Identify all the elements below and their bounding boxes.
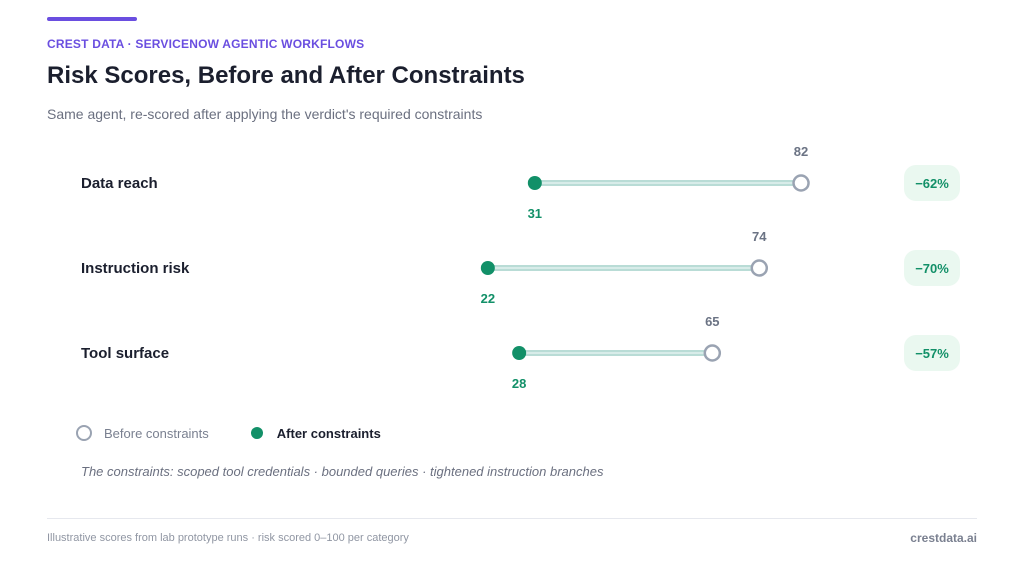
accent-bar	[47, 17, 137, 21]
before-value-label: 65	[705, 314, 719, 329]
after-value-label: 31	[528, 206, 542, 221]
legend-label-before: Before constraints	[104, 425, 209, 441]
page-title: Risk Scores, Before and After Constraint…	[47, 62, 525, 89]
change-label: −70%	[915, 261, 949, 276]
change-badge	[904, 165, 960, 201]
legend: Before constraints After constraints	[76, 425, 423, 441]
dumbbell-chart: Data reach 82 31 −62% Instruction risk 74 22 −7…	[81, 144, 960, 391]
eyebrow: CREST DATA · SERVICENOW AGENTIC WORKFLOW…	[47, 37, 365, 51]
after-point	[512, 346, 527, 360]
before-value-label: 74	[752, 229, 767, 244]
legend-marker-after	[250, 427, 263, 439]
legend-marker-before	[76, 425, 92, 441]
change-label: −62%	[915, 176, 949, 191]
change-badge	[904, 250, 960, 286]
before-value-label: 82	[794, 144, 808, 159]
before-point	[792, 174, 810, 192]
constraints-note: The constraints: scoped tool credentials…	[81, 464, 604, 479]
after-point	[527, 176, 542, 190]
legend-item-before: Before constraints	[76, 425, 209, 441]
after-value-label: 22	[481, 291, 495, 306]
before-point	[703, 344, 722, 362]
legend-item-after: After constraints	[250, 425, 381, 441]
category-label: Data reach	[81, 175, 158, 192]
after-value-label: 28	[512, 376, 526, 391]
after-point	[480, 261, 495, 275]
category-label: Instruction risk	[81, 260, 190, 277]
subtitle: Same agent, re-scored after applying the…	[47, 106, 483, 122]
category-label: Tool surface	[81, 345, 169, 362]
footer-brand: crestdata.ai	[910, 531, 977, 545]
change-label: −57%	[915, 346, 949, 361]
footer-note: Illustrative scores from lab prototype r…	[47, 532, 409, 544]
change-badge	[904, 335, 960, 371]
legend-label-after: After constraints	[276, 425, 381, 441]
before-point	[750, 259, 769, 277]
footer-divider	[47, 518, 977, 519]
